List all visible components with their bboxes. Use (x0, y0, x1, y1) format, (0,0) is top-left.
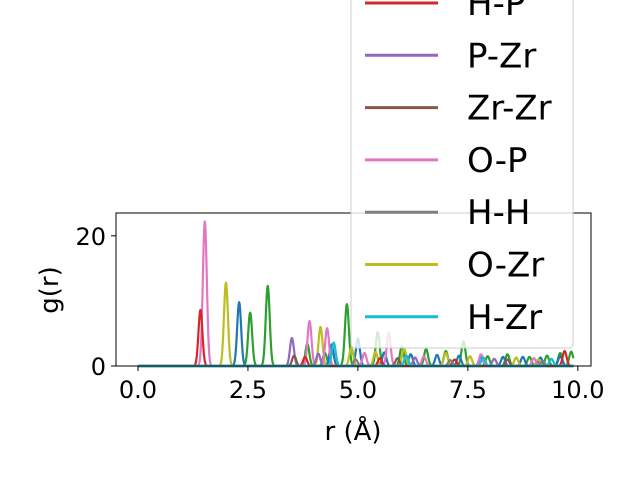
x-axis-label: r (Å) (324, 415, 381, 447)
legend-label: O-Zr (467, 246, 544, 286)
y-axis: 0 20 (75, 223, 116, 381)
legend-label: O-P (467, 141, 527, 181)
legend-label: H-Zr (467, 298, 542, 338)
x-tick-label: 10.0 (551, 376, 604, 404)
legend-label: P-Zr (467, 36, 536, 76)
legend-label: H-P (467, 0, 525, 24)
x-tick-label: 7.5 (449, 376, 487, 404)
legend-label: H-H (467, 193, 530, 233)
y-tick-label: 0 (91, 353, 106, 381)
legend: H-P P-Zr Zr-Zr O-P H-H O-Zr H-Zr (350, 0, 574, 349)
x-tick-label: 0.0 (119, 376, 157, 404)
x-axis: 0.0 2.5 5.0 7.5 10.0 (119, 366, 605, 404)
x-tick-label: 2.5 (229, 376, 267, 404)
legend-label: Zr-Zr (467, 89, 552, 129)
y-axis-label: g(r) (35, 266, 65, 313)
y-tick-label: 20 (75, 223, 106, 251)
x-tick-label: 5.0 (339, 376, 377, 404)
legend-box (350, 0, 574, 349)
